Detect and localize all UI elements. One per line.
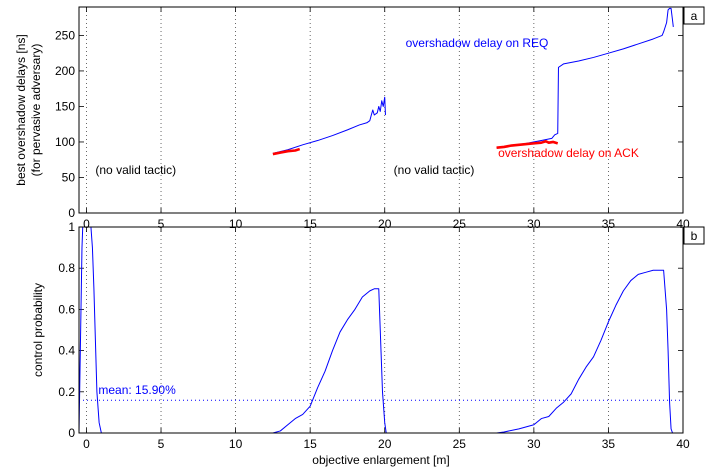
x-tick-label: 10 [229,437,243,451]
mean-label: mean: 15.90% [98,383,176,397]
y-tick-label: 100 [55,135,75,149]
y-tick-label: 50 [62,170,76,184]
series-group [79,227,683,433]
y-tick-label: 200 [55,64,75,78]
x-tick-label: 0 [83,217,90,231]
y-tick-label: 1 [68,220,75,234]
y-axis-label-2: (for pervasive adversary) [29,44,43,177]
annotation-label: overshadow delay on ACK [498,146,639,160]
y-axis-label: best overshadow delays [ns] [14,34,28,185]
x-tick-label: 5 [158,217,165,231]
y-tick-label: 0 [68,426,75,440]
x-tick-label: 35 [602,437,616,451]
annotation-label: (no valid tactic) [394,163,475,177]
annotation-label: overshadow delay on REQ [406,36,549,50]
series-line-overshadow-delay-on-ack [496,139,559,149]
x-tick-label: 15 [303,437,317,451]
y-tick-label: 0.4 [58,344,75,358]
annotation-label: (no valid tactic) [95,163,176,177]
y-tick-label: 0.2 [58,385,75,399]
series-line-control-probability [79,227,683,433]
x-tick-label: 40 [676,437,690,451]
y-tick-label: 250 [55,28,75,42]
y-tick-label: 0 [68,206,75,220]
y-axis-label: control probability [31,283,45,377]
y-tick-label: 0.8 [58,261,75,275]
y-tick-label: 150 [55,99,75,113]
panel-label-box [683,226,705,245]
series-group [272,7,674,156]
panel-label: b [691,229,698,243]
x-tick-label: 30 [527,437,541,451]
panel-label-box [683,6,705,25]
x-tick-label: 25 [453,437,467,451]
series-line-overshadow-delay-on-req [272,96,386,154]
axes-frame [78,226,684,434]
axes-frame [78,6,684,214]
x-axis-label: objective enlargement [m] [312,453,449,467]
x-tick-label: 5 [158,437,165,451]
y-tick-label: 0.6 [58,302,75,316]
series-line-overshadow-delay-on-ack [272,147,301,156]
series-line-overshadow-delay-on-req [496,7,674,149]
x-tick-label: 20 [378,437,392,451]
panel-b-control-probability: 0 5 10 15 20 25 30 35 40 0 0.2 0.4 0.6 0.8 1 mean: 15.9… [31,220,705,467]
x-tick-label: 0 [83,437,90,451]
panel-label: a [691,9,698,23]
